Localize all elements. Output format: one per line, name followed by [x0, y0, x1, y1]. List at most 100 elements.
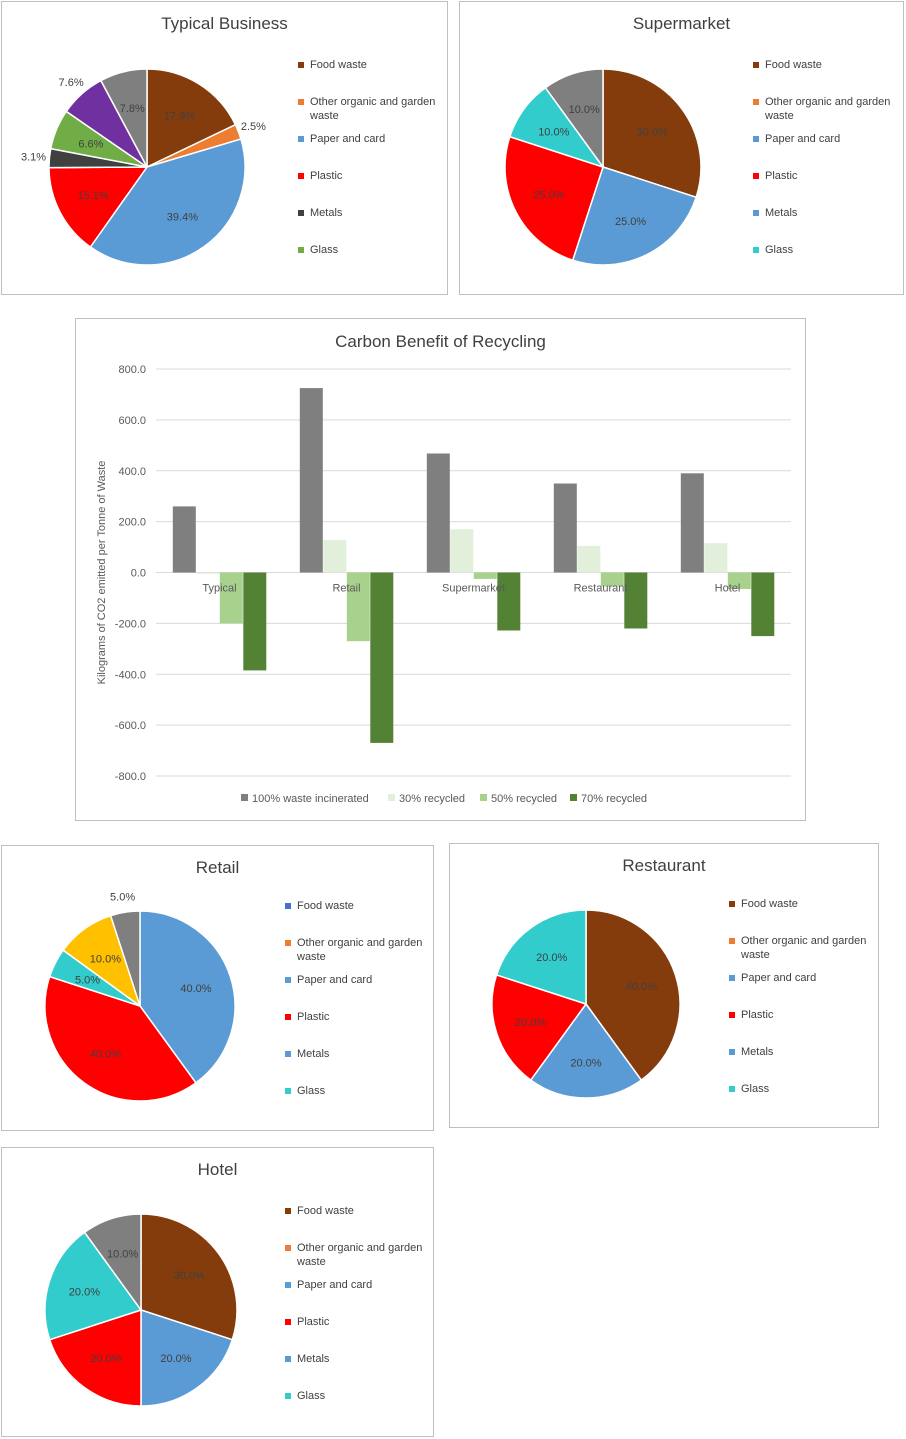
bar-50-recycled-typical: [219, 572, 243, 624]
legend-label: Other organic and garden waste: [310, 96, 436, 122]
legend-swatch: [285, 940, 291, 946]
chart-title: Hotel: [197, 1160, 238, 1179]
pie-slice-paper-and-card: [571, 166, 698, 266]
bar-70-recycled-supermarket: [497, 572, 521, 631]
legend-label: Other organic and garden waste: [765, 96, 891, 122]
legend-swatch: [285, 1208, 291, 1214]
legend-swatch: [285, 903, 291, 909]
legend-swatch: [298, 99, 304, 105]
bar-70-recycled-restaurant: [624, 572, 648, 629]
legend-swatch: [298, 62, 304, 68]
legend-swatch: [480, 794, 487, 801]
legend-label: Paper and card: [297, 974, 373, 986]
legend-label: Plastic: [297, 1316, 330, 1328]
legend-swatch: [729, 1049, 735, 1055]
pie-data-label: 40.0%: [90, 1049, 121, 1061]
pie-slice-other: [99, 68, 148, 168]
legend-label: Metals: [741, 1046, 774, 1058]
bar-chart: 800.0 600.0 400.0 200.0 0.0 -200.0 -400.0 -600.…: [96, 364, 791, 805]
pie-data-label: 3.1%: [21, 152, 46, 164]
pie-data-label: 30.0%: [174, 1270, 205, 1282]
legend-swatch: [285, 1088, 291, 1094]
pie-data-label: 20.0%: [69, 1287, 100, 1299]
bar-70-recycled-hotel: [751, 572, 775, 637]
legend-swatch: [285, 1245, 291, 1251]
y-tick-label: -800.0: [115, 771, 146, 783]
legend-swatch: [285, 1051, 291, 1057]
pie-slice-food-waste: [602, 68, 702, 199]
pie-slice-other: [83, 1213, 142, 1313]
pie-slice-plastic: [504, 135, 604, 262]
legend-label: Other organic and garden waste: [297, 1242, 423, 1268]
y-axis-label: Kilograms of CO2 emitted per Tonne of Wa…: [96, 461, 108, 685]
pie-chart: 40.0% 40.0% 5.0% 10.0% 5.0%: [44, 891, 236, 1102]
legend-swatch: [298, 247, 304, 253]
bar-100-waste-incinerated-retail: [299, 388, 323, 573]
legend-label: Glass: [741, 1083, 770, 1095]
bar-50-recycled-supermarket: [473, 572, 497, 579]
pie-data-label: 39.4%: [167, 211, 198, 223]
bar-100-waste-incinerated-typical: [172, 506, 196, 573]
pie-data-label: 40.0%: [626, 981, 657, 993]
legend-label: Plastic: [741, 1009, 774, 1021]
pie-slice-paper-and-card: [140, 1308, 234, 1407]
pie-slice-other: [109, 910, 141, 1007]
legend-label: Food waste: [310, 59, 367, 71]
bar-70-recycled-typical: [243, 572, 267, 671]
pie-slice-paper-and-card: [529, 1002, 643, 1099]
bar-50-recycled-restaurant: [600, 572, 624, 587]
retail-chart-panel: Retail 40.0% 40.0% 5.0% 10.0% 5.0% Food wast…: [1, 845, 434, 1131]
pie-data-label: 10.0%: [569, 104, 600, 116]
bar-30-recycled-restaurant: [577, 545, 601, 573]
bar-100-waste-incinerated-supermarket: [426, 453, 450, 573]
x-tick-label: Hotel: [715, 583, 741, 595]
pie-chart: 40.0% 20.0% 20.0% 20.0%: [491, 909, 681, 1099]
chart-title: Retail: [195, 858, 240, 877]
chart-title: Supermarket: [632, 14, 731, 33]
legend-swatch: [285, 1282, 291, 1288]
legend-label: Food waste: [765, 59, 822, 71]
legend-swatch: [753, 247, 759, 253]
legend-swatch: [753, 210, 759, 216]
pie-data-label: 15.1%: [77, 190, 108, 202]
legend-label: 70% recycled: [581, 793, 647, 805]
legend-label: Plastic: [297, 1011, 330, 1023]
legend-label: 30% recycled: [399, 793, 465, 805]
pie-chart: 30.0% 25.0% 25.0% 10.0%10.0%: [504, 68, 702, 266]
legend-label: 100% waste incinerated: [252, 793, 369, 805]
pie-chart: 30.0% 20.0% 20.0% 20.0% 10.0%: [44, 1213, 238, 1407]
pie-data-label: 20.0%: [536, 952, 567, 964]
pie-data-label: 30.0%: [637, 126, 668, 138]
bar-50-recycled-retail: [346, 572, 370, 642]
pie-data-label: 20.0%: [570, 1057, 601, 1069]
hotel-chart-panel: Hotel 30.0% 20.0% 20.0% 20.0% 10.0% Food was…: [1, 1147, 434, 1437]
pie-data-label: 25.0%: [615, 216, 646, 228]
legend-swatch: [298, 210, 304, 216]
carbon-benefit-chart-panel: Carbon Benefit of Recycling 800.0 600.0 40…: [75, 318, 806, 821]
legend-swatch: [729, 975, 735, 981]
x-tick-label: Retail: [332, 583, 360, 595]
bar-100-waste-incinerated-hotel: [680, 473, 704, 573]
legend-label: Metals: [297, 1048, 330, 1060]
y-tick-label: 600.0: [118, 415, 146, 427]
pie-slice-paper-and-card: [89, 138, 246, 266]
typical-business-chart-panel: Typical Business 17.9% 2.5% 39.4% 15.1% 3.1%…: [1, 1, 448, 295]
pie-slice-glass: [44, 1231, 143, 1341]
pie-slice-plastic: [48, 166, 149, 249]
chart-title: Typical Business: [161, 14, 288, 33]
y-tick-label: 400.0: [118, 466, 146, 478]
legend-label: Paper and card: [765, 133, 841, 145]
y-tick-label: 0.0: [131, 568, 146, 580]
pie-data-label: 20.0%: [515, 1017, 546, 1029]
legend-label: Metals: [310, 207, 343, 219]
legend-swatch: [285, 1356, 291, 1362]
bar-70-recycled-retail: [370, 572, 394, 743]
y-tick-label: -400.0: [115, 669, 146, 681]
legend-label: 50% recycled: [491, 793, 557, 805]
pie-data-label: 6.6%: [78, 139, 103, 151]
legend-label: Food waste: [741, 898, 798, 910]
pie-data-label: 17.9%: [164, 111, 195, 123]
legend-swatch: [753, 99, 759, 105]
legend-label: Glass: [310, 244, 339, 256]
legend-label: Other organic and garden waste: [297, 937, 423, 963]
